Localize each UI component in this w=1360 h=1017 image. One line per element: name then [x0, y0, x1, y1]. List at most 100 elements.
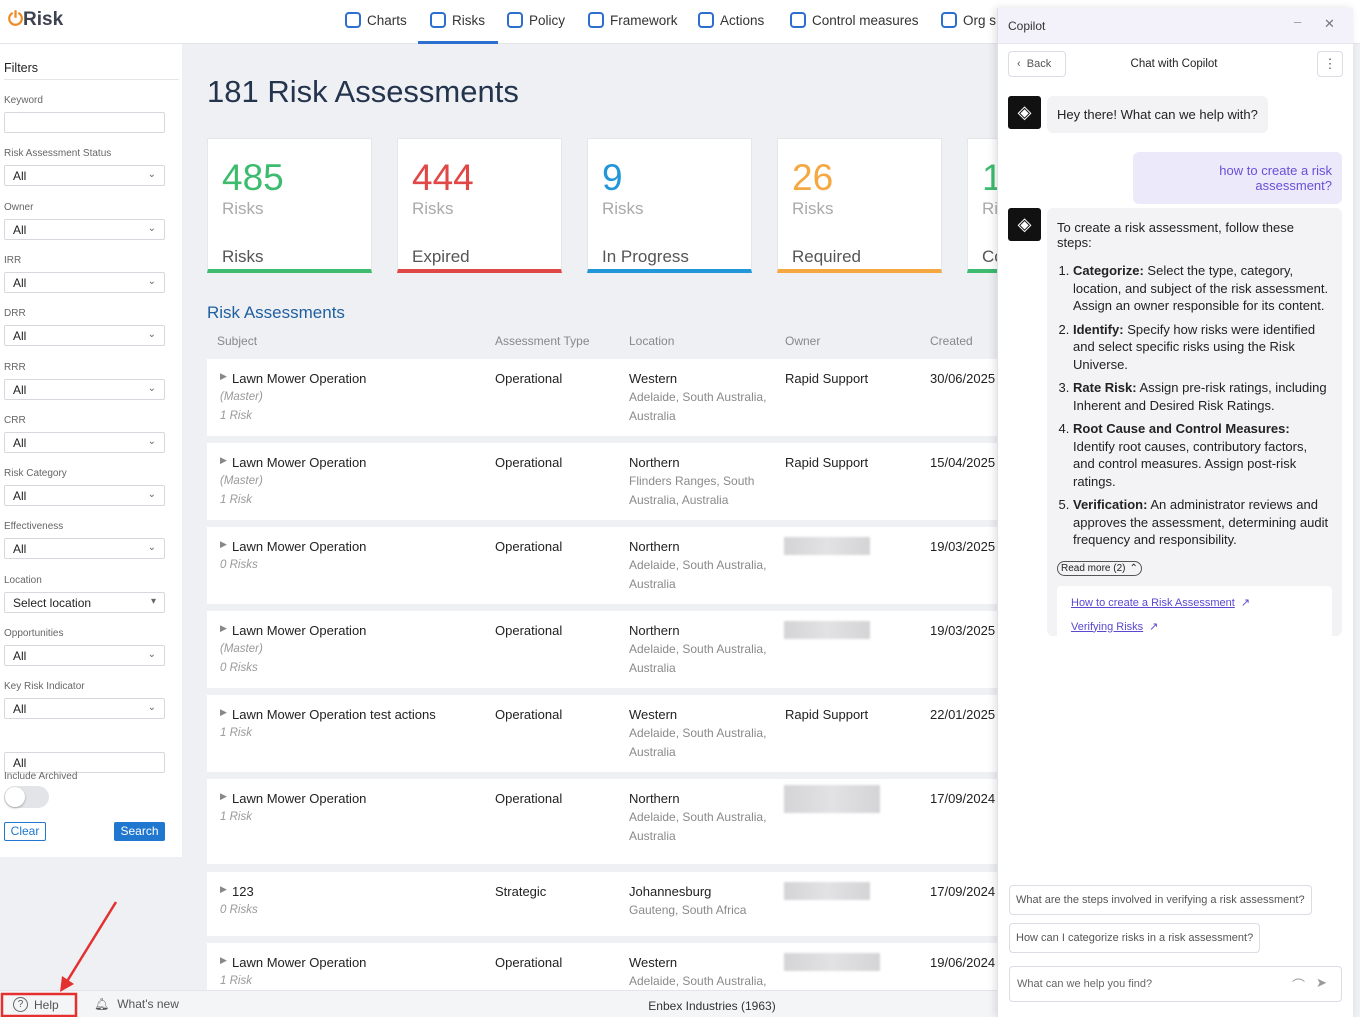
nav-icon	[790, 12, 806, 28]
filter-input[interactable]: All	[4, 751, 165, 773]
table-row[interactable]: ▶ Lawn Mower Operation 1 Risk Operational We…	[207, 943, 997, 990]
source-link[interactable]: How to create a Risk Assessment ↗	[1071, 596, 1318, 609]
nav-item[interactable]: Policy	[507, 12, 565, 28]
location: Western	[629, 707, 678, 722]
answer-bubble: To create a risk assessment, follow thes…	[1047, 208, 1342, 656]
filter-input[interactable]: All ⌄	[4, 271, 165, 293]
filter-input[interactable]: Select location ▾	[4, 591, 165, 613]
assessment-type: Strategic	[495, 884, 547, 899]
assessment-type: Operational	[495, 539, 563, 554]
stat-card[interactable]: 26 Risks Required	[777, 138, 942, 273]
created: 30/06/2025	[930, 371, 996, 386]
filter-input[interactable]	[4, 112, 165, 133]
nav-item[interactable]: Framework	[588, 12, 678, 28]
main-content: 181 Risk Assessments Risk Assessments 48…	[182, 44, 997, 990]
whats-new-text: What's new	[117, 997, 179, 1011]
source-link[interactable]: Verifying Risks ↗	[1071, 620, 1318, 633]
filter-input[interactable]: All ⌄	[4, 485, 165, 507]
filter-input[interactable]: All ⌄	[4, 378, 165, 400]
stat-card[interactable]: 444 Risks Expired	[397, 138, 562, 273]
nav-item[interactable]: Control measures	[790, 12, 919, 28]
filter-input[interactable]: All ⌄	[4, 538, 165, 560]
filter-input[interactable]: All ⌄	[4, 645, 165, 666]
nav-item[interactable]: Risks	[430, 12, 485, 28]
help-link[interactable]: ? Help	[13, 997, 59, 1012]
subject-notes: 0 Risks	[220, 556, 258, 575]
table-row[interactable]: ▶ Lawn Mower Operation (Master) 1 Risk Opera…	[207, 359, 997, 436]
location-detail: Adelaide, South Australia, Australia	[629, 558, 767, 591]
minimize-button[interactable]: –	[1294, 14, 1302, 29]
expand-caret: ▶	[220, 371, 227, 381]
stat-card[interactable]: 9 Risks In Progress	[587, 138, 752, 273]
nav-icon	[588, 12, 604, 28]
search-button[interactable]: Search	[114, 822, 165, 841]
expand-caret: ▶	[220, 955, 227, 965]
step-title: Identify:	[1073, 321, 1124, 337]
assessment-type: Operational	[495, 623, 563, 638]
arrow-line	[64, 901, 118, 984]
read-more[interactable]: Read more (2) ⌃	[1057, 560, 1142, 576]
filter-input[interactable]: All ⌄	[4, 218, 165, 240]
input-placeholder: What can we help you find?	[1017, 978, 1153, 990]
note: 1 Risk	[220, 975, 252, 987]
step-title: Root Cause and Control Measures:	[1073, 421, 1290, 436]
filter-input[interactable]: All ⌄	[4, 165, 165, 187]
archived-toggle[interactable]	[4, 786, 49, 808]
nav-item[interactable]: Charts	[345, 12, 407, 28]
chat-input[interactable]: What can we help you find? ⌒ ➤	[1009, 966, 1342, 1002]
note: 1 Risk	[220, 410, 252, 422]
copilot-header: Copilot – ✕	[998, 8, 1353, 44]
table-row[interactable]: ▶ 123 0 Risks Strategic Johannesburg Gauteng,…	[207, 872, 997, 936]
filter-input[interactable]: All ⌄	[4, 325, 165, 347]
close-button[interactable]: ✕	[1324, 16, 1335, 31]
owner: Rapid Support	[785, 707, 869, 722]
bell-icon: 🔔︎	[94, 997, 110, 1011]
table-row[interactable]: ▶ Lawn Mower Operation 1 Risk Operational No…	[207, 779, 997, 864]
stat-line2: Risks	[222, 247, 264, 266]
nav-item[interactable]: Actions	[698, 12, 764, 28]
menu-button[interactable]: ⋮	[1317, 51, 1343, 77]
location: Northern	[629, 791, 680, 806]
table-title: Risk Assessments	[207, 303, 345, 322]
nav-label: Policy	[529, 12, 566, 28]
logo[interactable]: ⏻Risk	[8, 9, 63, 31]
expand-caret: ▶	[220, 455, 227, 465]
note: 0 Risks	[220, 559, 258, 571]
subject-notes: (Master) 0 Risks	[220, 640, 263, 678]
send-icon[interactable]: ➤	[1316, 975, 1327, 990]
location-detail: Gauteng, South Africa	[629, 903, 747, 917]
table-row[interactable]: ▶ Lawn Mower Operation 0 Risks Operational N…	[207, 527, 997, 604]
filter-label: Keyword	[4, 95, 43, 106]
suggestion[interactable]: How can I categorize risks in a risk ass…	[1009, 923, 1261, 953]
stat-card[interactable]: 485 Risks Risks	[207, 138, 372, 273]
back-button[interactable]: ‹ Back	[1008, 51, 1066, 77]
clear-button[interactable]: Clear	[4, 822, 46, 841]
whats-new-link[interactable]: 🔔︎ What's new	[94, 997, 179, 1011]
table-row[interactable]: ▶ Lawn Mower Operation (Master) 0 Risks Oper…	[207, 611, 997, 688]
filter-label: CRR	[4, 414, 26, 426]
stat-line2: Co	[982, 247, 997, 266]
created: 15/04/2025	[930, 455, 996, 470]
dropdown-caret: ⌄	[147, 702, 156, 714]
created: 19/03/2025	[930, 623, 996, 638]
dropdown-caret: ⌄	[147, 542, 156, 554]
table-row[interactable]: ▶ Lawn Mower Operation test actions 1 Risk…	[207, 695, 997, 772]
column-header: Subject	[217, 334, 258, 348]
table-row[interactable]: ▶ Lawn Mower Operation (Master) 1 Risk Opera…	[207, 443, 997, 520]
owner-redacted	[784, 882, 870, 900]
nav-icon	[430, 12, 446, 28]
attach-icon[interactable]: ⌒	[1292, 978, 1306, 993]
subject-notes: (Master) 1 Risk	[220, 388, 263, 426]
filter-label: Risk Category	[4, 468, 67, 480]
step-title: Rate Risk:	[1073, 380, 1137, 395]
stat-card[interactable]: 1Ri Co	[967, 138, 997, 273]
owner-redacted	[784, 953, 880, 971]
filter-label: Risk Assessment Status	[4, 148, 112, 160]
filter-input[interactable]: All ⌄	[4, 431, 165, 453]
filter-label: DRR	[4, 308, 26, 320]
filter-input[interactable]: All ⌄	[4, 698, 165, 720]
suggestion[interactable]: What are the steps involved in verifying…	[1009, 885, 1312, 915]
note: 0 Risks	[220, 662, 258, 674]
nav-item[interactable]: Org s	[941, 12, 996, 28]
created: 17/09/2024	[930, 884, 996, 899]
